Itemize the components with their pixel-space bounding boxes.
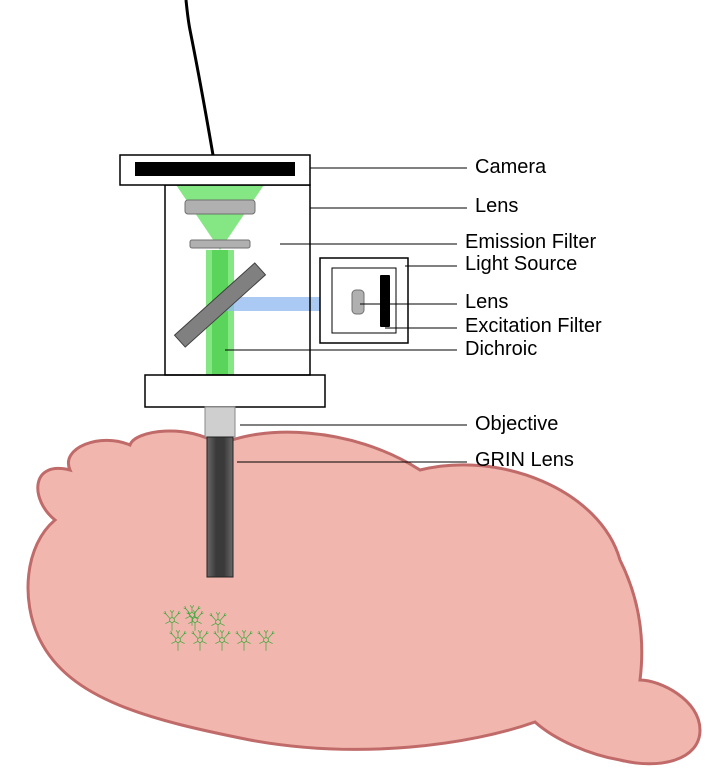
label-lens_side: Lens xyxy=(465,291,508,313)
camera-sensor xyxy=(135,162,295,176)
base-plate xyxy=(145,375,325,407)
excitation-filter xyxy=(380,275,390,327)
label-dichroic: Dichroic xyxy=(465,338,537,360)
side-lens xyxy=(352,290,364,314)
label-camera: Camera xyxy=(475,156,547,178)
brain-shape xyxy=(28,431,700,764)
label-lens_top: Lens xyxy=(475,195,518,217)
top-lens xyxy=(185,200,255,214)
label-objective: Objective xyxy=(475,413,558,435)
label-grin_lens: GRIN Lens xyxy=(475,449,574,471)
objective xyxy=(205,407,235,437)
label-emission_filter: Emission Filter xyxy=(465,231,596,253)
labels: Camera Lens Emission FilterLight Source Len… xyxy=(465,156,602,471)
label-excitation_filter: Excitation Filter xyxy=(465,315,602,337)
grin-lens xyxy=(207,437,233,577)
wire xyxy=(186,0,213,155)
label-light_source: Light Source xyxy=(465,253,577,275)
emission-filter xyxy=(190,240,250,248)
